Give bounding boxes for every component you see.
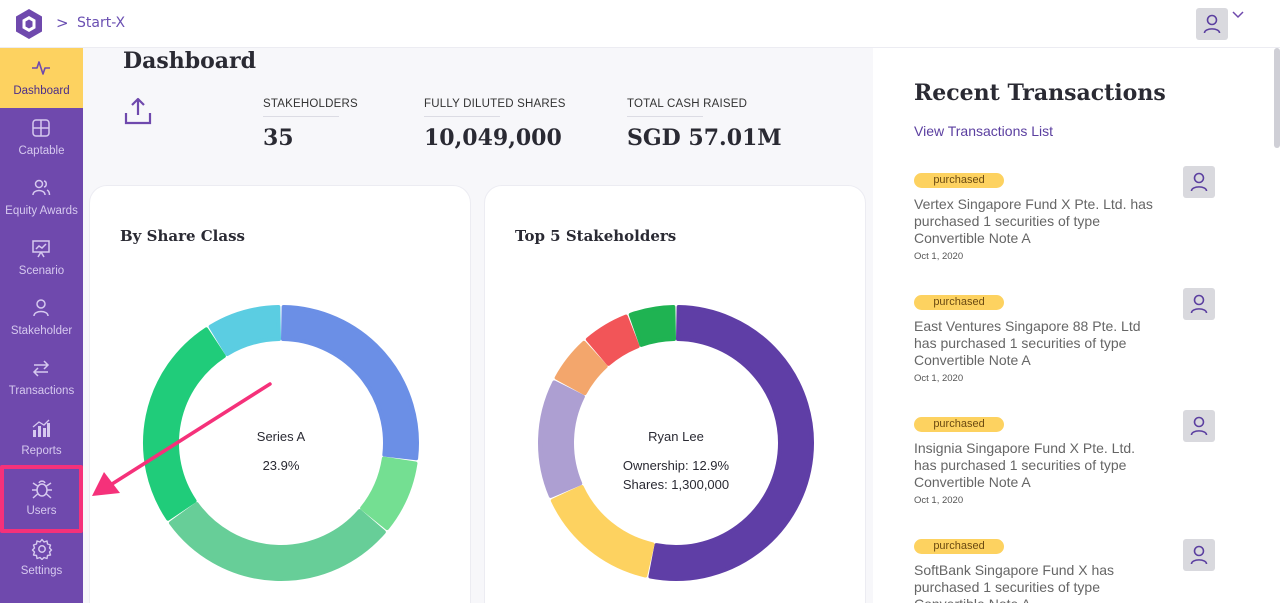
sidebar-item-stakeholder[interactable]: Stakeholder: [0, 288, 83, 348]
transaction-date: Oct 1, 2020: [914, 251, 964, 262]
sidebar-item-label: Reports: [21, 445, 62, 457]
stat-stakeholders: STAKEHOLDERS 35: [263, 98, 358, 151]
presentation-chart-icon: [32, 240, 50, 258]
stat-label: STAKEHOLDERS: [263, 98, 358, 110]
card-title: Top 5 Stakeholders: [515, 227, 677, 245]
users-icon: [32, 179, 51, 196]
hexagon-logo-icon[interactable]: [12, 7, 46, 41]
stat-label: TOTAL CASH RAISED: [627, 98, 748, 110]
user-avatar[interactable]: [1196, 8, 1228, 40]
status-badge: purchased: [914, 539, 1004, 554]
sidebar-item-reports[interactable]: Reports: [0, 408, 83, 468]
view-transactions-link[interactable]: View Transactions List: [914, 123, 1054, 139]
transaction-text: Insignia Singapore Fund X Pte. Ltd. has …: [914, 440, 1136, 490]
stat-divider: [263, 116, 339, 117]
transaction-text: Vertex Singapore Fund X Pte. Ltd. has pu…: [914, 196, 1153, 246]
user-icon: [1190, 294, 1208, 314]
donut-slice-1[interactable]: [360, 456, 418, 531]
sidebar-item-label: Equity Awards: [5, 205, 78, 217]
transaction-date: Oct 1, 2020: [914, 373, 964, 384]
status-badge: purchased: [914, 295, 1004, 310]
donut-slice-0[interactable]: [280, 305, 419, 461]
chevron-down-icon[interactable]: [1232, 11, 1244, 19]
transaction-item[interactable]: purchased SoftBank Singapore Fund X has …: [914, 539, 1244, 603]
chart-center-value: 23.9%: [262, 458, 300, 473]
breadcrumb[interactable]: Start-X: [77, 15, 126, 31]
donut-slice-3[interactable]: [143, 327, 226, 521]
donut-slice-3[interactable]: [554, 340, 608, 396]
sidebar-item-captable[interactable]: Captable: [0, 108, 83, 168]
donut-slice-4[interactable]: [208, 305, 282, 356]
sidebar-item-transactions[interactable]: Transactions: [0, 348, 83, 408]
transaction-text: SoftBank Singapore Fund X has purchased …: [914, 562, 1115, 603]
sidebar-item-equity-awards[interactable]: Equity Awards: [0, 168, 83, 228]
avatar[interactable]: [1183, 539, 1215, 571]
page-title: Dashboard: [123, 48, 256, 74]
person-icon: [33, 299, 49, 317]
swap-arrows-icon: [32, 360, 50, 377]
transaction-text: East Ventures Singapore 88 Pte. Ltd has …: [914, 318, 1141, 368]
sidebar-item-dashboard[interactable]: Dashboard: [0, 48, 83, 108]
user-icon: [1190, 416, 1208, 436]
top5-stakeholders-card: Top 5 Stakeholders Ryan Lee Ownership: 1…: [484, 185, 866, 603]
transaction-date: Oct 1, 2020: [914, 495, 964, 506]
scrollbar[interactable]: [1274, 48, 1280, 148]
status-badge: purchased: [914, 173, 1004, 188]
grid-icon: [32, 119, 50, 137]
stat-divider: [424, 116, 500, 117]
avatar[interactable]: [1183, 288, 1215, 320]
donut-slice-5[interactable]: [628, 305, 677, 347]
donut-slice-0[interactable]: [648, 305, 815, 581]
sidebar-item-label: Stakeholder: [10, 325, 73, 337]
stat-total-cash-raised: TOTAL CASH RAISED SGD 57.01M: [627, 98, 782, 151]
donut-slice-2[interactable]: [538, 380, 585, 498]
sidebar-item-settings[interactable]: Settings: [0, 528, 83, 588]
user-icon: [1203, 14, 1221, 34]
user-icon: [1190, 172, 1208, 192]
stat-value: SGD 57.01M: [627, 125, 782, 151]
sidebar-item-label: Users: [26, 505, 57, 517]
stat-value: 35: [263, 125, 294, 151]
recent-transactions-panel: Recent Transactions View Transactions Li…: [873, 48, 1280, 603]
status-badge: purchased: [914, 417, 1004, 432]
bar-chart-icon: [32, 419, 50, 437]
stat-value: 10,049,000: [424, 125, 562, 151]
avatar[interactable]: [1183, 410, 1215, 442]
top5-stakeholders-donut-chart[interactable]: [536, 298, 816, 588]
chart-center-shares: Shares: 1,300,000: [622, 477, 730, 492]
stat-divider: [627, 116, 703, 117]
sidebar-item-label: Dashboard: [13, 85, 70, 97]
avatar[interactable]: [1183, 166, 1215, 198]
donut-slice-2[interactable]: [168, 502, 386, 581]
transaction-item[interactable]: purchased Vertex Singapore Fund X Pte. L…: [914, 166, 1244, 283]
sidebar: Dashboard Captable Equity Awards Scenari…: [0, 48, 83, 603]
export-icon[interactable]: [124, 97, 152, 125]
breadcrumb-chevron-icon: >: [56, 14, 69, 32]
card-title: By Share Class: [120, 227, 245, 245]
bug-icon: [32, 480, 52, 499]
share-class-card: By Share Class Series A 23.9%: [89, 185, 471, 603]
user-icon: [1190, 545, 1208, 565]
transaction-item[interactable]: purchased East Ventures Singapore 88 Pte…: [914, 288, 1244, 405]
panel-title: Recent Transactions: [914, 80, 1166, 106]
sidebar-item-label: Scenario: [18, 265, 65, 277]
chart-center-label: Series A: [256, 429, 306, 444]
sidebar-item-label: Transactions: [8, 385, 75, 397]
transaction-item[interactable]: purchased Insignia Singapore Fund X Pte.…: [914, 410, 1244, 527]
top-bar: > Start-X: [0, 0, 1280, 48]
sidebar-item-label: Captable: [18, 145, 65, 157]
chart-center-label: Ryan Lee: [648, 429, 704, 444]
stat-label: FULLY DILUTED SHARES: [424, 98, 566, 110]
sidebar-item-label: Settings: [20, 565, 63, 577]
activity-icon: [32, 61, 50, 75]
donut-slice-4[interactable]: [585, 314, 640, 366]
donut-slice-1[interactable]: [550, 485, 655, 578]
gear-icon: [31, 538, 53, 560]
sidebar-item-scenario[interactable]: Scenario: [0, 228, 83, 288]
sidebar-item-users[interactable]: Users: [0, 468, 83, 528]
stat-fully-diluted-shares: FULLY DILUTED SHARES 10,049,000: [424, 98, 566, 151]
chart-center-ownership: Ownership: 12.9%: [622, 458, 730, 473]
